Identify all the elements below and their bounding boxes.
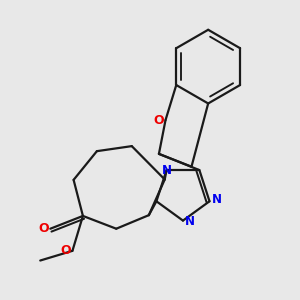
Text: N: N — [185, 215, 195, 228]
Text: N: N — [162, 164, 172, 177]
Text: O: O — [38, 222, 49, 235]
Text: O: O — [60, 244, 71, 257]
Text: O: O — [153, 114, 164, 127]
Text: N: N — [212, 193, 221, 206]
